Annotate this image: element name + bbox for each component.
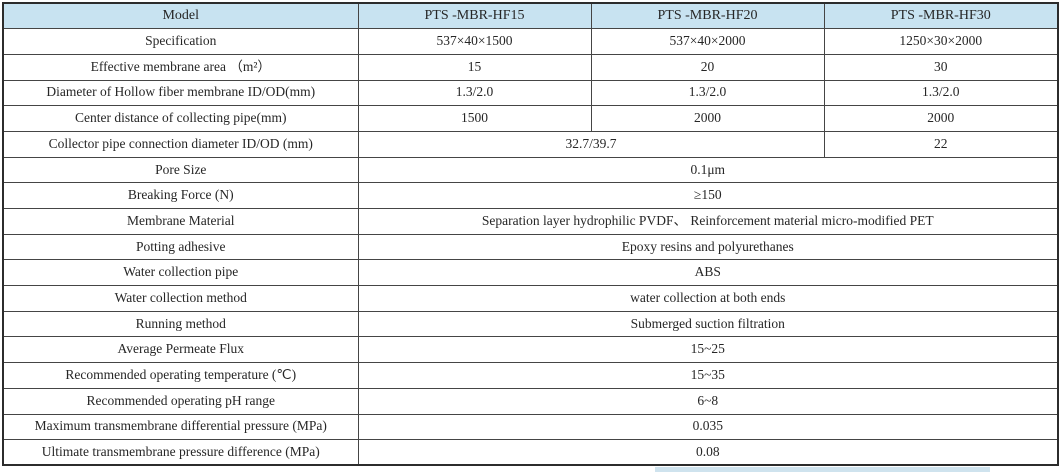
row-label: Breaking Force (N) <box>2 182 359 209</box>
row-value: ≥150 <box>357 182 1059 209</box>
table-row: Average Permeate Flux 15~25 <box>2 336 1059 364</box>
row-value: 1.3/2.0 <box>357 79 592 107</box>
row-value: 2000 <box>590 105 825 132</box>
row-value: 32.7/39.7 <box>357 130 825 158</box>
row-label: Ultimate transmembrane pressure differen… <box>2 439 359 466</box>
row-value: 0.035 <box>357 413 1059 441</box>
row-value: 537×40×1500 <box>357 28 592 55</box>
table-row: Effective membrane area （m²） 15 20 30 <box>2 53 1059 81</box>
table-row: Collector pipe connection diameter ID/OD… <box>2 130 1059 158</box>
table-row: Center distance of collecting pipe(mm) 15… <box>2 105 1059 132</box>
row-value: Separation layer hydrophilic PVDF、 Reinf… <box>357 208 1059 235</box>
spec-table-container: Model PTS -MBR-HF15 PTS -MBR-HF20 PTS -MBR-… <box>2 2 1059 467</box>
table-row: Maximum transmembrane differential press… <box>2 413 1059 441</box>
row-label: Recommended operating pH range <box>2 387 359 415</box>
row-label: Effective membrane area （m²） <box>2 53 359 81</box>
row-label: Collector pipe connection diameter ID/OD… <box>2 130 359 158</box>
table-row: Ultimate transmembrane pressure differen… <box>2 439 1059 466</box>
table-row: Water collection method water collection … <box>2 285 1059 312</box>
row-value: ABS <box>357 259 1059 287</box>
row-label: Recommended operating temperature (℃) <box>2 362 359 389</box>
row-label: Average Permeate Flux <box>2 336 359 364</box>
row-label: Running method <box>2 310 359 338</box>
row-label: Water collection pipe <box>2 259 359 287</box>
row-value: 30 <box>823 53 1059 81</box>
row-label: Membrane Material <box>2 208 359 235</box>
header-model-1: PTS -MBR-HF15 <box>357 2 592 30</box>
header-row: Model PTS -MBR-HF15 PTS -MBR-HF20 PTS -MBR-… <box>2 2 1059 30</box>
row-label: Water collection method <box>2 285 359 312</box>
row-value: 1.3/2.0 <box>823 79 1059 107</box>
table-row: Water collection pipe ABS <box>2 259 1059 287</box>
bottom-shadow-strip <box>655 467 990 472</box>
spec-table-header: Model PTS -MBR-HF15 PTS -MBR-HF20 PTS -MBR-… <box>2 2 1059 30</box>
table-row: Recommended operating pH range 6~8 <box>2 387 1059 415</box>
table-row: Running method Submerged suction filtrati… <box>2 310 1059 338</box>
row-value: Submerged suction filtration <box>357 310 1059 338</box>
row-value: 15~35 <box>357 362 1059 389</box>
row-value: Epoxy resins and polyurethanes <box>357 233 1059 261</box>
table-row: Pore Size 0.1μm <box>2 156 1059 184</box>
row-value: 15~25 <box>357 336 1059 364</box>
row-value: 22 <box>823 130 1059 158</box>
row-value: 15 <box>357 53 592 81</box>
row-value: 0.1μm <box>357 156 1059 184</box>
membrane-spec-table: Model PTS -MBR-HF15 PTS -MBR-HF20 PTS -MBR-… <box>2 2 1059 467</box>
row-label: Maximum transmembrane differential press… <box>2 413 359 441</box>
row-value: 1500 <box>357 105 592 132</box>
row-value: 6~8 <box>357 387 1059 415</box>
table-row: Diameter of Hollow fiber membrane ID/OD(… <box>2 79 1059 107</box>
table-row: Breaking Force (N) ≥150 <box>2 182 1059 209</box>
row-value: 2000 <box>823 105 1059 132</box>
header-model-2: PTS -MBR-HF20 <box>590 2 825 30</box>
table-row: Recommended operating temperature (℃) 15~… <box>2 362 1059 389</box>
row-value: 0.08 <box>357 439 1059 466</box>
row-value: 1250×30×2000 <box>823 28 1059 55</box>
table-row: Membrane Material Separation layer hydrop… <box>2 208 1059 235</box>
header-model-3: PTS -MBR-HF30 <box>823 2 1059 30</box>
row-label: Center distance of collecting pipe(mm) <box>2 105 359 132</box>
header-model-label: Model <box>2 2 359 30</box>
row-label: Diameter of Hollow fiber membrane ID/OD(… <box>2 79 359 107</box>
table-row: Specification 537×40×1500 537×40×2000 1250×… <box>2 28 1059 55</box>
row-value: 537×40×2000 <box>590 28 825 55</box>
row-value: water collection at both ends <box>357 285 1059 312</box>
row-label: Potting adhesive <box>2 233 359 261</box>
table-row: Potting adhesive Epoxy resins and polyure… <box>2 233 1059 261</box>
row-label: Specification <box>2 28 359 55</box>
row-label: Pore Size <box>2 156 359 184</box>
spec-table-body: Specification 537×40×1500 537×40×2000 1250×… <box>2 28 1059 466</box>
row-value: 20 <box>590 53 825 81</box>
row-value: 1.3/2.0 <box>590 79 825 107</box>
